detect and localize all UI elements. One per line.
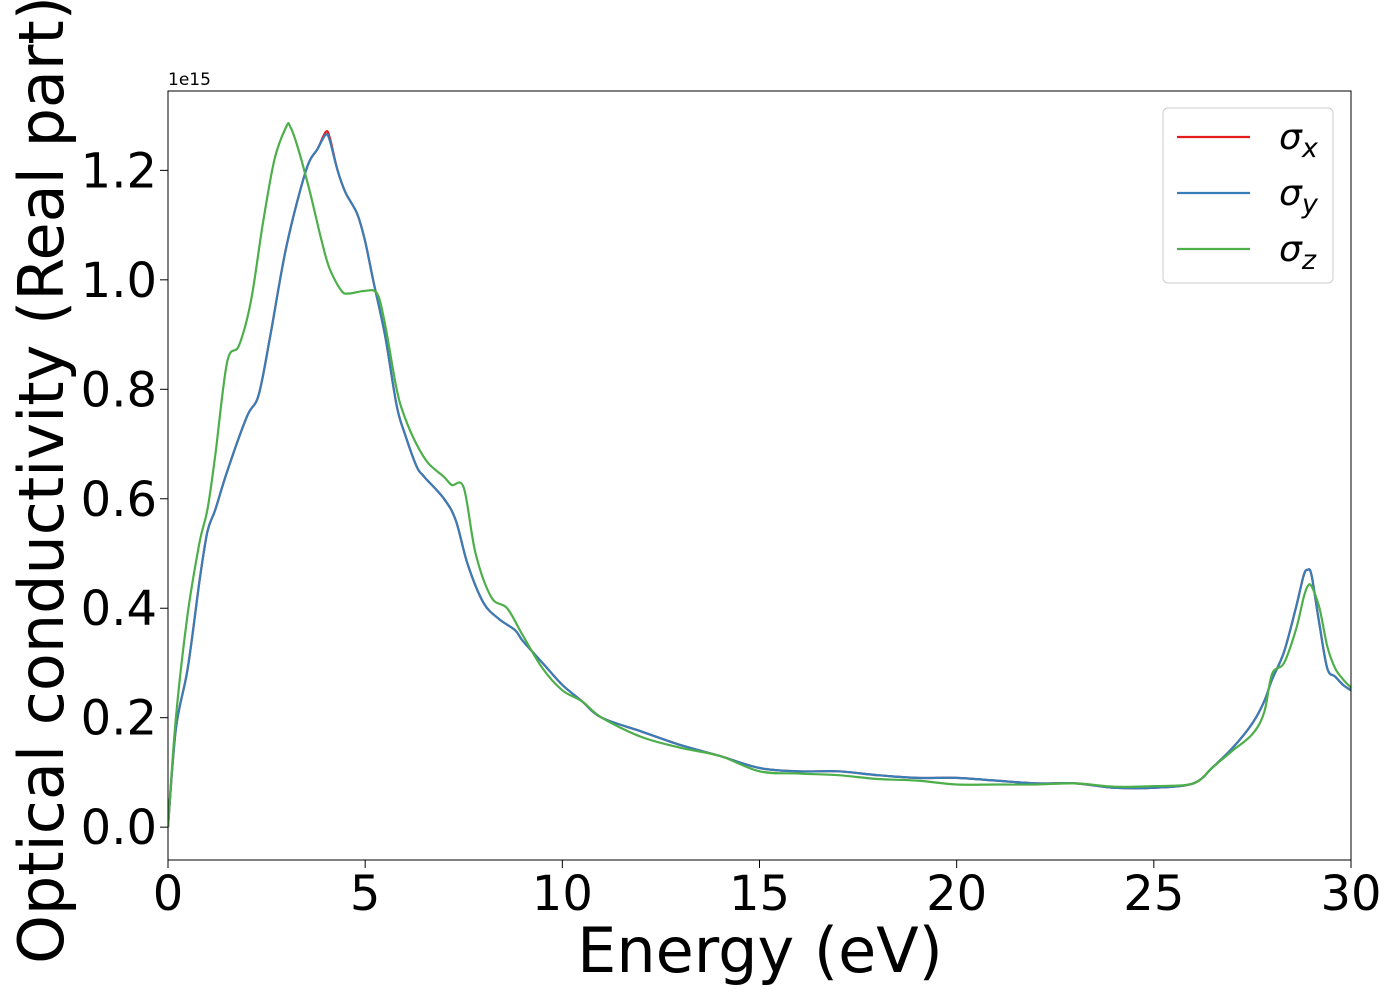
- legend-symbol: σ: [1279, 173, 1303, 214]
- legend-symbol: σ: [1279, 229, 1303, 270]
- series-line-sigma-y: [168, 133, 1351, 828]
- y-tick-label: 0.4: [81, 581, 157, 637]
- x-tick-label: 20: [926, 866, 987, 922]
- y-tick-label: 1.0: [81, 253, 157, 309]
- y-tick-label: 0.6: [81, 472, 157, 528]
- y-tick-label: 0.8: [81, 362, 157, 418]
- x-axis-ticks: 0 5 10 15 20 25 30: [153, 860, 1382, 922]
- y-tick-label: 1.2: [81, 143, 157, 199]
- y-axis-ticks: 0.0 0.2 0.4 0.6 0.8 1.0 1.2: [81, 143, 168, 856]
- legend-label-sigma-x: σx: [1279, 117, 1319, 164]
- legend-label-sigma-y: σy: [1279, 173, 1319, 220]
- y-axis-offset-label: 1e15: [168, 70, 211, 90]
- x-axis-title: Energy (eV): [577, 914, 943, 987]
- legend-subscript: y: [1301, 189, 1319, 220]
- x-tick-label: 0: [153, 866, 184, 922]
- legend-symbol: σ: [1279, 117, 1303, 158]
- legend-subscript: z: [1301, 245, 1317, 276]
- legend-box: [1162, 107, 1334, 284]
- y-axis-title: Optical conductivity (Real part): [5, 0, 78, 964]
- legend-subscript: x: [1301, 133, 1319, 164]
- series-lines: [168, 122, 1351, 828]
- legend-label-sigma-z: σz: [1279, 229, 1317, 276]
- x-tick-label: 25: [1123, 866, 1184, 922]
- series-line-sigma-z: [168, 122, 1351, 828]
- y-tick-label: 0.2: [81, 691, 157, 747]
- x-tick-label: 10: [532, 866, 593, 922]
- plot-frame: [167, 90, 1352, 861]
- x-tick-label: 15: [729, 866, 790, 922]
- y-tick-label: 0.0: [81, 800, 157, 856]
- x-tick-label: 5: [350, 866, 381, 922]
- x-tick-label: 30: [1320, 866, 1381, 922]
